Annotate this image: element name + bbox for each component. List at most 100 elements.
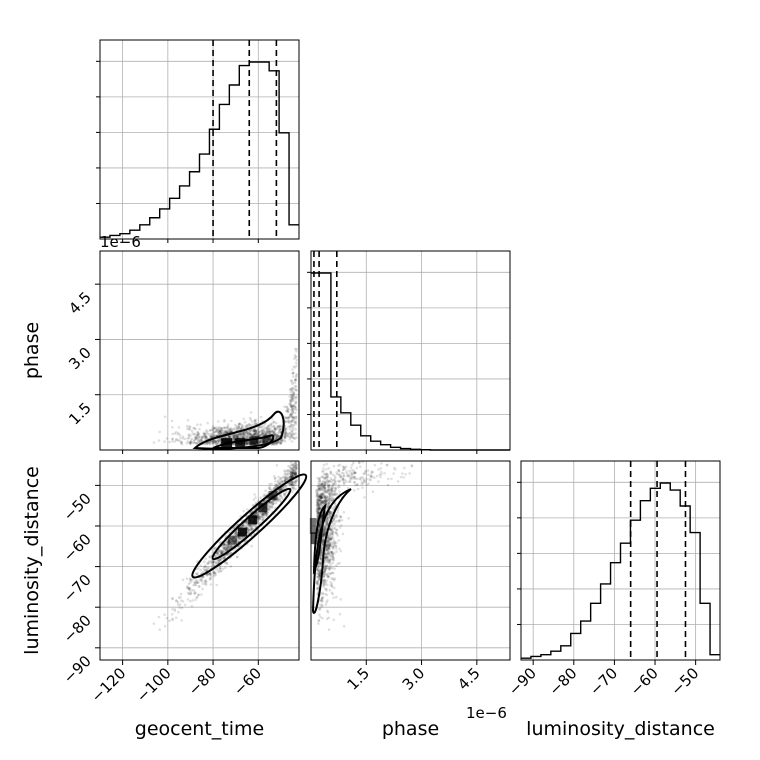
sample-point (170, 612, 174, 616)
sample-point (250, 434, 254, 437)
sample-point (234, 538, 238, 541)
sample-point (175, 438, 178, 441)
sample-point (197, 438, 201, 442)
sample-point (260, 424, 264, 428)
sample-point (326, 599, 329, 602)
sample-point (262, 423, 266, 427)
sample-point (255, 429, 259, 433)
sample-point (332, 558, 336, 562)
sample-point (163, 415, 167, 419)
sample-point (181, 437, 185, 440)
sample-point (295, 467, 298, 470)
sample-point (269, 437, 273, 440)
sample-point (294, 385, 298, 389)
sample-point (191, 432, 195, 435)
sample-point (259, 440, 262, 443)
sample-point (214, 440, 217, 444)
sample-point (219, 569, 223, 573)
sample-point (338, 490, 341, 493)
sample-point (227, 540, 230, 543)
sample-point (276, 424, 280, 428)
sample-point (188, 428, 192, 431)
sample-point (209, 573, 213, 576)
sample-point (254, 429, 257, 432)
sample-point (292, 365, 296, 369)
sample-point (294, 428, 297, 431)
sample-point (267, 432, 270, 436)
sample-point (289, 400, 293, 403)
sample-point (261, 431, 264, 434)
sample-point (339, 515, 343, 519)
sample-point (239, 432, 242, 436)
sample-point (215, 430, 218, 434)
sample-point (178, 603, 182, 606)
sample-point (316, 498, 319, 501)
sample-point (233, 434, 236, 437)
sample-point (250, 526, 253, 530)
sample-point (203, 434, 206, 438)
sample-point (262, 440, 265, 444)
sample-point (262, 440, 265, 444)
sample-point (288, 428, 292, 431)
sample-point (259, 438, 263, 442)
sample-point (187, 427, 191, 431)
sample-point (236, 426, 240, 430)
sample-point (226, 541, 230, 544)
sample-point (267, 438, 270, 441)
sample-point (222, 543, 226, 547)
sample-point (377, 480, 380, 483)
sample-point (233, 423, 237, 427)
sample-point (242, 432, 246, 436)
sample-point (204, 565, 208, 568)
sample-point (285, 405, 289, 409)
sample-point (262, 440, 265, 444)
sample-point (294, 402, 297, 405)
sample-point (267, 438, 271, 441)
sample-point (252, 429, 255, 432)
sample-point (220, 431, 223, 434)
sample-point (228, 436, 231, 439)
sample-point (253, 429, 257, 433)
sample-point (250, 544, 253, 548)
sample-point (279, 427, 282, 431)
sample-point (316, 476, 320, 480)
sample-point (257, 434, 261, 438)
sample-point (291, 405, 295, 408)
sample-point (189, 442, 192, 446)
sample-point (225, 431, 229, 434)
sample-point (295, 373, 299, 376)
sample-point (336, 511, 340, 514)
sample-point (240, 435, 243, 439)
sample-point (294, 470, 298, 473)
sample-point (254, 429, 258, 432)
sample-point (213, 547, 217, 550)
sample-point (221, 550, 224, 554)
sample-point (291, 471, 295, 475)
sample-point (228, 429, 232, 432)
sample-point (291, 404, 295, 407)
sample-point (284, 470, 287, 473)
sample-point (199, 435, 202, 438)
sample-point (216, 443, 219, 446)
sample-point (408, 472, 412, 475)
sample-point (254, 422, 257, 426)
sample-point (215, 429, 218, 432)
sample-point (269, 423, 273, 427)
x-offset-text: 1e−6 (466, 704, 507, 722)
sample-point (370, 471, 374, 475)
sample-point (276, 440, 280, 444)
sample-point (212, 434, 216, 438)
sample-point (261, 440, 264, 443)
sample-point (203, 437, 207, 440)
sample-point (273, 499, 277, 503)
sample-point (278, 428, 282, 432)
sample-point (274, 433, 278, 437)
sample-point (286, 435, 290, 438)
sample-point (233, 434, 237, 438)
sample-point (294, 378, 297, 381)
sample-point (284, 416, 288, 420)
sample-point (259, 415, 263, 419)
sample-point (220, 428, 223, 432)
sample-point (257, 433, 260, 436)
sample-point (241, 432, 244, 435)
